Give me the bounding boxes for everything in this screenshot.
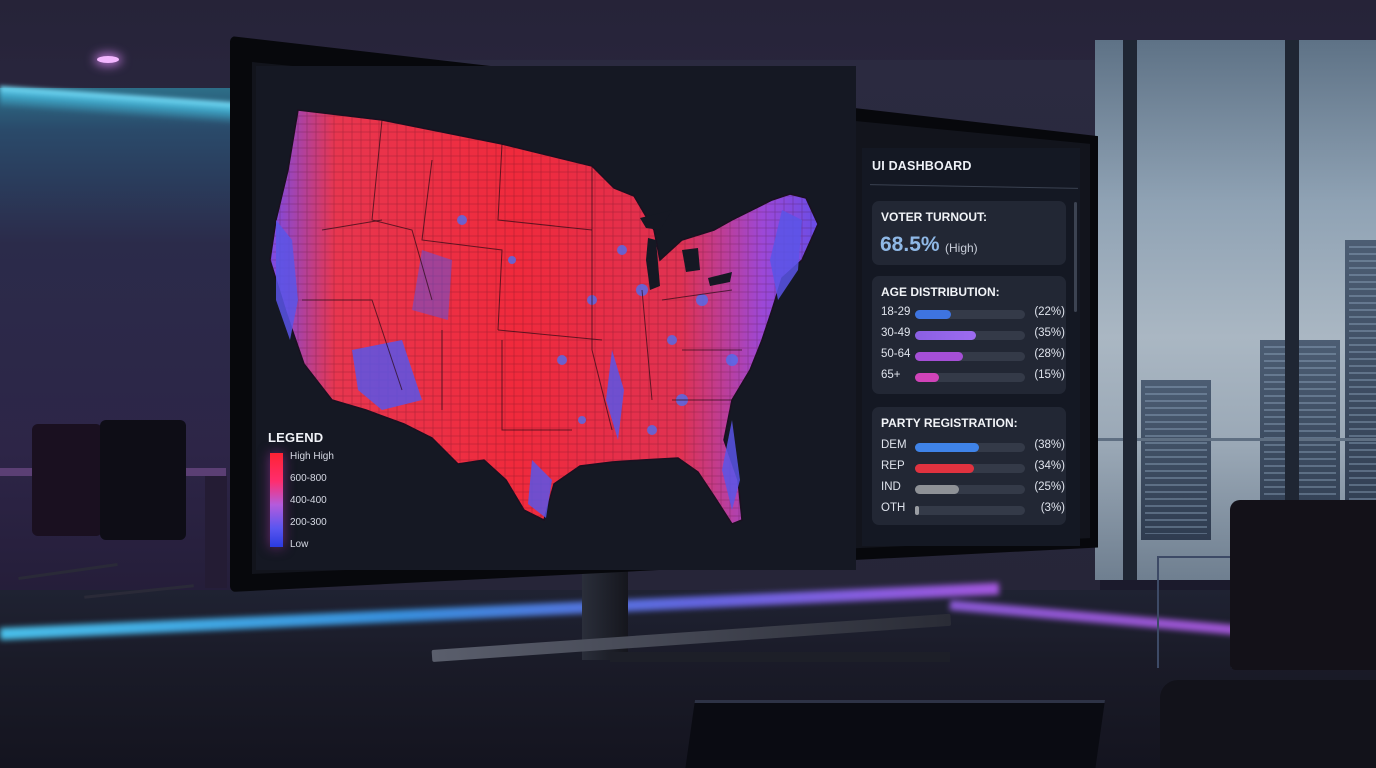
row-percent: (25%) xyxy=(1034,481,1065,493)
progress-fill xyxy=(915,443,979,452)
row-label: 50-64 xyxy=(881,348,911,360)
ceiling-light xyxy=(97,56,119,63)
age-row-50-64: 50-64 (28%) xyxy=(881,348,1065,364)
voter-turnout-value: 68.5% xyxy=(880,233,940,256)
progress-fill xyxy=(915,464,975,473)
legend-label: 400-400 xyxy=(290,495,327,506)
legend-label-high: High High xyxy=(290,451,334,462)
party-registration-label: PARTY REGISTRATION: xyxy=(881,416,1018,430)
side-table xyxy=(1157,556,1233,668)
row-percent: (28%) xyxy=(1034,348,1065,360)
state-borders xyxy=(302,119,742,431)
party-registration-card: PARTY REGISTRATION: DEM (38%) REP (34%) … xyxy=(872,407,1066,525)
monitor-stand-foot xyxy=(610,652,950,662)
row-label: OTH xyxy=(881,502,906,514)
party-row-rep: REP (34%) xyxy=(881,460,1065,476)
progress-track xyxy=(915,443,1025,452)
legend-label-low: Low xyxy=(290,539,309,550)
dashboard-panel: UI DASHBOARD VOTER TURNOUT: 68.5% (High)… xyxy=(862,148,1080,546)
city-windows xyxy=(1095,40,1376,580)
age-row-30-49: 30-49 (35%) xyxy=(881,327,1065,343)
divider xyxy=(870,184,1078,189)
row-percent: (35%) xyxy=(1034,327,1065,339)
progress-track xyxy=(915,373,1025,382)
blue-regions xyxy=(276,210,802,518)
row-percent: (3%) xyxy=(1040,502,1065,514)
sofa xyxy=(1230,500,1376,670)
scrollbar[interactable] xyxy=(1074,202,1077,312)
progress-track xyxy=(915,352,1025,361)
progress-track xyxy=(915,331,1025,340)
age-row-65-plus: 65+ (15%) xyxy=(881,369,1065,385)
building xyxy=(1345,240,1376,540)
row-label: 30-49 xyxy=(881,327,911,339)
map-legend: LEGEND High High 600-800 400-400 200-300… xyxy=(268,430,368,560)
balcony-railing xyxy=(1095,438,1376,441)
building xyxy=(1141,380,1211,540)
row-label: IND xyxy=(881,481,901,493)
progress-track xyxy=(915,506,1025,515)
progress-track xyxy=(915,485,1025,494)
age-distribution-label: AGE DISTRIBUTION: xyxy=(881,285,1000,299)
progress-track xyxy=(915,310,1025,319)
progress-track xyxy=(915,464,1025,473)
age-row-18-29: 18-29 (22%) xyxy=(881,306,1065,322)
party-row-dem: DEM (38%) xyxy=(881,439,1065,455)
progress-fill xyxy=(915,310,952,319)
office-chair xyxy=(32,424,102,536)
window-mullion xyxy=(1285,40,1299,580)
party-row-ind: IND (25%) xyxy=(881,481,1065,497)
legend-color-scale xyxy=(270,453,283,547)
party-row-oth: OTH (3%) xyxy=(881,502,1065,518)
progress-fill xyxy=(915,331,976,340)
voter-turnout-label: VOTER TURNOUT: xyxy=(881,210,987,224)
sofa xyxy=(1160,680,1376,768)
voter-turnout-card: VOTER TURNOUT: 68.5% (High) xyxy=(872,201,1066,265)
progress-fill xyxy=(915,352,964,361)
row-label: 18-29 xyxy=(881,306,911,318)
progress-fill xyxy=(915,506,920,515)
desk-base xyxy=(205,476,227,588)
us-choropleth-map[interactable] xyxy=(262,100,832,532)
legend-title: LEGEND xyxy=(268,430,324,445)
county-grid xyxy=(270,110,818,524)
progress-fill xyxy=(915,373,940,382)
progress-fill xyxy=(915,485,959,494)
window-mullion xyxy=(1123,40,1137,580)
voter-turnout-note: (High) xyxy=(945,241,978,255)
office-chair xyxy=(100,420,186,540)
row-percent: (15%) xyxy=(1034,369,1065,381)
row-percent: (22%) xyxy=(1034,306,1065,318)
great-lakes xyxy=(640,210,732,290)
row-label: 65+ xyxy=(881,369,901,381)
row-percent: (34%) xyxy=(1034,460,1065,472)
legend-label: 200-300 xyxy=(290,517,327,528)
row-label: DEM xyxy=(881,439,907,451)
row-percent: (38%) xyxy=(1034,439,1065,451)
legend-label: 600-800 xyxy=(290,473,327,484)
age-distribution-card: AGE DISTRIBUTION: 18-29 (22%) 30-49 (35%… xyxy=(872,276,1066,394)
row-label: REP xyxy=(881,460,905,472)
dashboard-title: UI DASHBOARD xyxy=(872,159,972,173)
coffee-table xyxy=(685,700,1105,768)
